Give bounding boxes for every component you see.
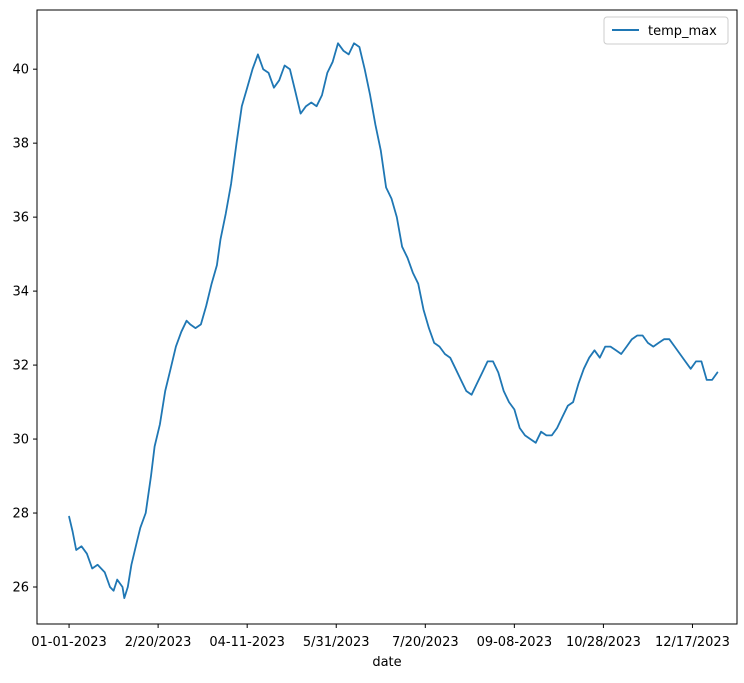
x-tick-label: 09-08-2023 (477, 635, 553, 650)
y-tick-label: 32 (12, 359, 29, 374)
series-layer (68, 42, 719, 599)
x-axis: 01-01-2023 2/20/2023 04-11-2023 5/31/2023 7/… (31, 624, 730, 650)
x-axis-label: date (372, 655, 401, 670)
x-tick-label: 12/17/2023 (655, 635, 730, 650)
x-tick-label: 5/31/2023 (303, 635, 370, 650)
legend-box (603, 16, 729, 45)
plot-area-frame (36, 9, 738, 625)
x-tick-label: 2/20/2023 (125, 635, 192, 650)
legend-label-temp-max: temp_max (648, 24, 717, 39)
y-tick-label: 36 (12, 211, 29, 226)
y-tick-label: 34 (12, 285, 29, 300)
y-tick-label: 26 (12, 581, 29, 596)
series-line-temp-max (68, 42, 719, 599)
x-tick-label: 04-11-2023 (209, 635, 285, 650)
y-tick-label: 28 (12, 507, 29, 522)
y-axis: 26 28 30 32 34 36 38 40 (12, 63, 37, 596)
legend: temp_max (603, 16, 729, 45)
x-tick-label: 7/20/2023 (392, 635, 459, 650)
y-tick-label: 40 (12, 63, 29, 78)
y-tick-label: 38 (12, 137, 29, 152)
x-tick-label: 10/28/2023 (566, 635, 641, 650)
x-tick-label: 01-01-2023 (31, 635, 107, 650)
y-tick-label: 30 (12, 433, 29, 448)
